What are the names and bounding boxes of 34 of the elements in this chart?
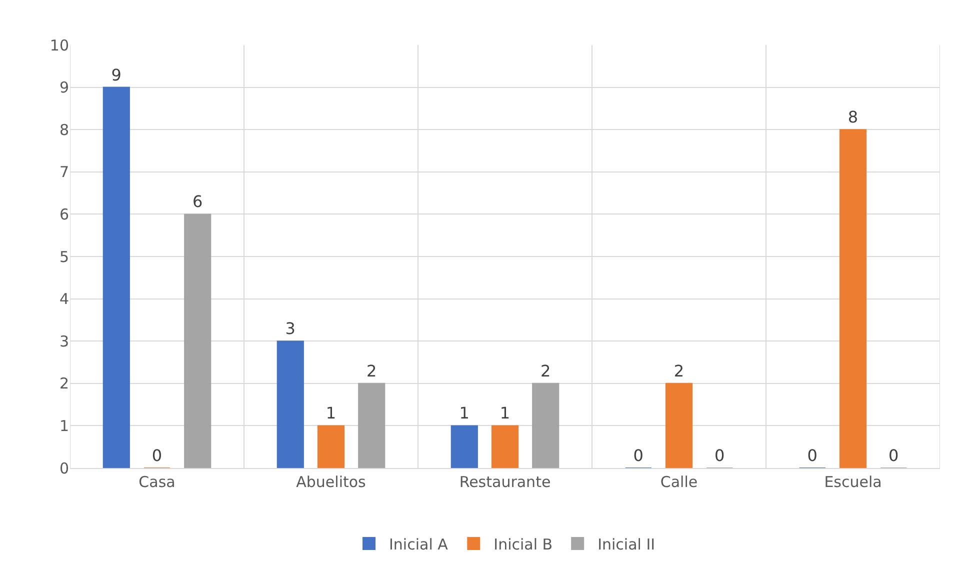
y-tick-label: 2 xyxy=(59,374,69,393)
y-tick-label: 9 xyxy=(59,78,69,97)
y-tick-label: 10 xyxy=(50,36,69,54)
x-tick-label: Calle xyxy=(660,473,698,491)
data-label: 2 xyxy=(540,361,551,380)
data-label: 1 xyxy=(500,404,510,423)
y-tick-label: 4 xyxy=(59,290,69,308)
y-tick-label: 7 xyxy=(59,163,69,182)
y-tick-label: 0 xyxy=(59,459,69,478)
y-tick-label: 1 xyxy=(59,416,69,435)
legend-label: Inicial A xyxy=(389,535,449,554)
data-label: 3 xyxy=(285,319,296,338)
y-tick-label: 6 xyxy=(59,205,69,224)
data-label: 6 xyxy=(192,192,203,212)
y-tick-label: 5 xyxy=(59,248,69,266)
y-tick-label: 8 xyxy=(59,120,69,139)
x-tick-label: Restaurante xyxy=(459,473,551,491)
x-tick-label: Abuelitos xyxy=(296,473,366,491)
x-tick-label: Casa xyxy=(138,473,176,491)
data-label: 0 xyxy=(152,446,162,465)
data-label: 1 xyxy=(326,404,336,423)
data-label: 0 xyxy=(633,446,644,465)
data-label: 2 xyxy=(366,361,377,380)
data-label: 2 xyxy=(674,361,684,380)
data-label: 0 xyxy=(807,446,818,465)
legend-label: Inicial II xyxy=(598,535,656,554)
data-label: 8 xyxy=(848,108,858,127)
data-label: 0 xyxy=(888,446,899,465)
data-label: 0 xyxy=(714,446,725,465)
data-label: 9 xyxy=(111,65,122,84)
y-tick-label: 3 xyxy=(59,332,69,350)
data-label: 1 xyxy=(459,404,470,423)
x-tick-label: Escuela xyxy=(824,473,882,491)
legend-label: Inicial B xyxy=(494,535,553,554)
